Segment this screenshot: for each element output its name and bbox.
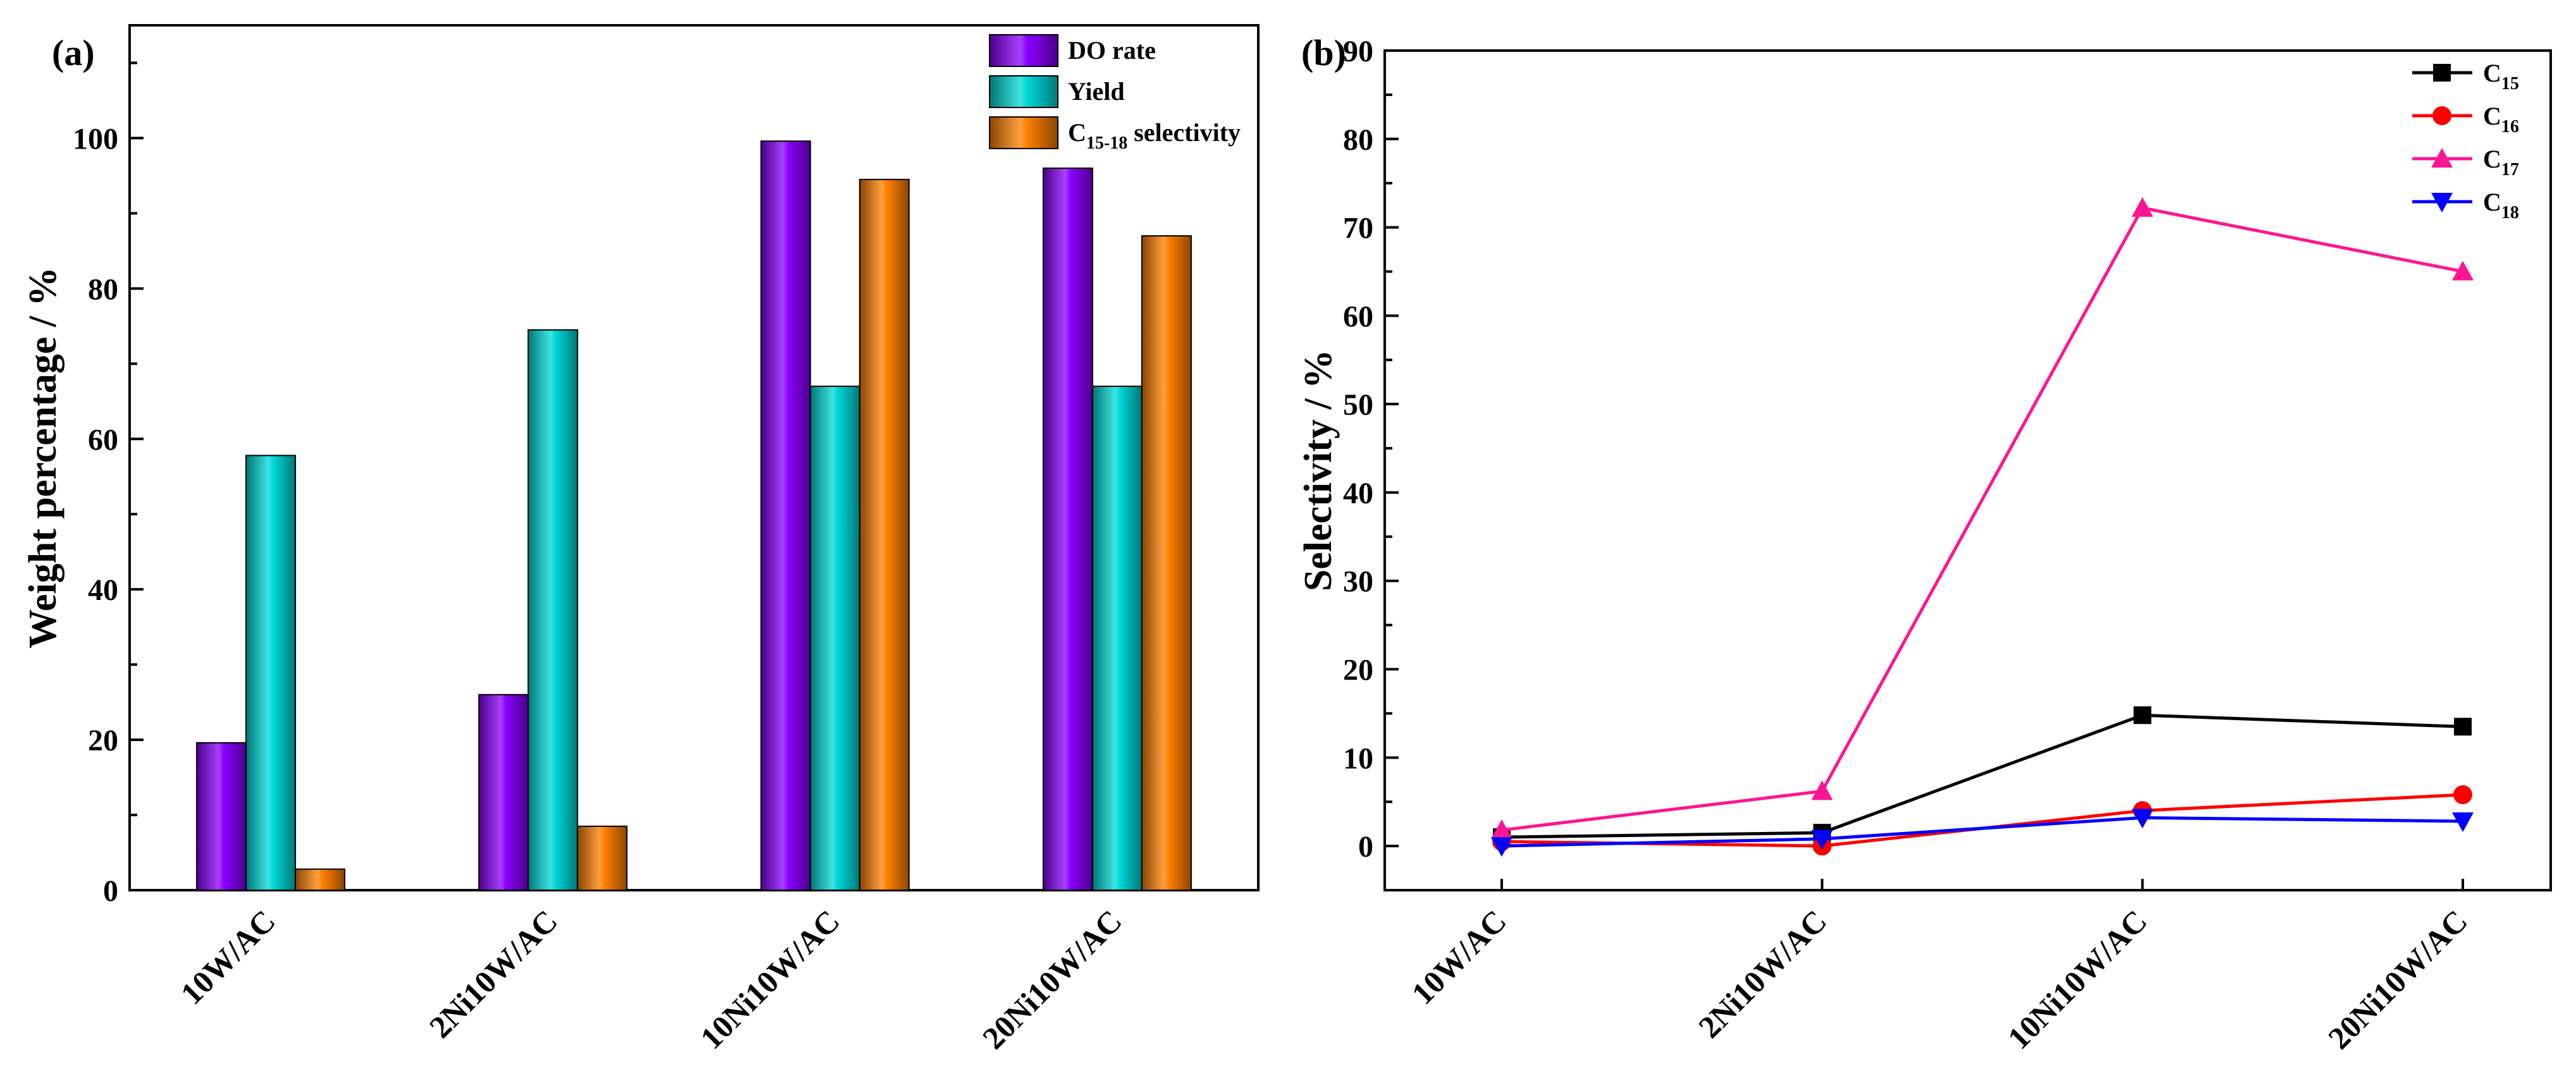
bar-c15-18-selectivity-2ni10w-ac — [577, 825, 628, 891]
bar-yield-10w-ac — [245, 455, 297, 891]
panel-b-ytick-label: 20 — [1343, 654, 1373, 687]
bar-do-rate-10w-ac — [196, 742, 247, 891]
point-c17-2ni10w-ac — [1811, 780, 1833, 800]
panel-b-ytick-label: 10 — [1343, 742, 1373, 775]
bar-yield-10ni10w-ac — [809, 385, 861, 891]
panel-b-ytick-label: 30 — [1343, 565, 1373, 599]
panel-b-ytick-label: 60 — [1343, 300, 1373, 333]
panel-b-category-label: 10W/AC — [1405, 903, 1513, 1011]
panel-a-ytick-label: 0 — [103, 874, 118, 908]
panel-b-y-axis-title: Selectivity / % — [1297, 350, 1340, 591]
point-c18-20ni10w-ac — [2452, 812, 2474, 832]
panel-a-y-axis-title: Weight percentage / % — [21, 267, 64, 648]
bar-yield-20ni10w-ac — [1091, 385, 1143, 891]
bar-do-rate-2ni10w-ac — [478, 694, 529, 891]
panel-b-ytick-label: 0 — [1358, 830, 1373, 864]
bar-c15-18-selectivity-10ni10w-ac — [859, 178, 910, 891]
panel-a-ytick-label: 80 — [88, 272, 118, 306]
point-c15-20ni10w-ac — [2454, 718, 2472, 736]
panel-b-ytick-label: 90 — [1343, 35, 1373, 68]
point-c17-20ni10w-ac — [2452, 260, 2474, 281]
point-c18-10ni10w-ac — [2131, 809, 2154, 829]
legend-marker-c16 — [2432, 106, 2451, 125]
legend-label-c15: C15 — [2483, 59, 2519, 94]
legend-swatch-do-rate — [989, 34, 1058, 67]
point-c18-10w-ac — [1491, 837, 1512, 857]
point-c18-2ni10w-ac — [1811, 829, 1833, 850]
legend-marker-c15 — [2433, 64, 2451, 82]
point-c16-20ni10w-ac — [2453, 785, 2472, 805]
bar-c15-18-selectivity-10w-ac — [295, 868, 346, 891]
panel-b-category-label: 10Ni10W/AC — [2001, 903, 2154, 1056]
point-c17-10ni10w-ac — [2131, 197, 2154, 217]
panel-b-category-label: 20Ni10W/AC — [2321, 903, 2474, 1056]
panel-a-category-label: 20Ni10W/AC — [976, 903, 1129, 1056]
bar-do-rate-10ni10w-ac — [760, 140, 811, 891]
legend-label-c18: C18 — [2483, 188, 2519, 223]
panel-a-ytick-label: 100 — [73, 122, 118, 156]
panel-b-ytick-label: 50 — [1343, 388, 1373, 422]
panel-b-category-label: 2Ni10W/AC — [1691, 903, 1833, 1044]
series-line-c18 — [1501, 816, 2463, 848]
legend-label-do-rate: DO rate — [1068, 36, 1156, 64]
panel-b-ytick-label: 40 — [1343, 477, 1373, 510]
panel-a-ytick-label: 60 — [88, 423, 118, 456]
bar-yield-2ni10w-ac — [527, 329, 579, 891]
panel-a-category-label: 2Ni10W/AC — [422, 903, 564, 1044]
panel-a-category-label: 10Ni10W/AC — [693, 903, 846, 1056]
legend-marker-c18 — [2431, 193, 2453, 212]
legend-swatch-yield — [989, 75, 1058, 108]
point-c15-10ni10w-ac — [2133, 706, 2152, 725]
legend-label-c16: C16 — [2483, 102, 2519, 137]
panel-b-frame — [1383, 49, 2552, 891]
legend-label-c15-18-selectivity: C15-18 selectivity — [1068, 118, 1241, 153]
series-line-c17 — [1501, 206, 2463, 832]
legend-swatch-c15-18-selectivity — [989, 116, 1058, 149]
point-c17-10w-ac — [1491, 819, 1512, 839]
panel-b-ytick-label: 80 — [1343, 123, 1373, 157]
panel-a-category-label: 10W/AC — [174, 903, 282, 1011]
series-line-c15 — [1501, 713, 2463, 839]
panel-a-ytick-label: 40 — [88, 573, 118, 607]
bar-c15-18-selectivity-20ni10w-ac — [1141, 235, 1192, 891]
panel-a-label: (a) — [52, 32, 95, 73]
legend-label-yield: Yield — [1068, 77, 1125, 106]
bar-do-rate-20ni10w-ac — [1042, 168, 1093, 891]
panel-b-ytick-label: 70 — [1343, 212, 1373, 245]
legend-marker-c17 — [2431, 148, 2453, 168]
panel-a-frame — [128, 24, 1260, 891]
panel-b-label: (b) — [1301, 32, 1346, 73]
panel-a-ytick-label: 20 — [88, 724, 118, 757]
legend-label-c17: C17 — [2483, 145, 2519, 180]
